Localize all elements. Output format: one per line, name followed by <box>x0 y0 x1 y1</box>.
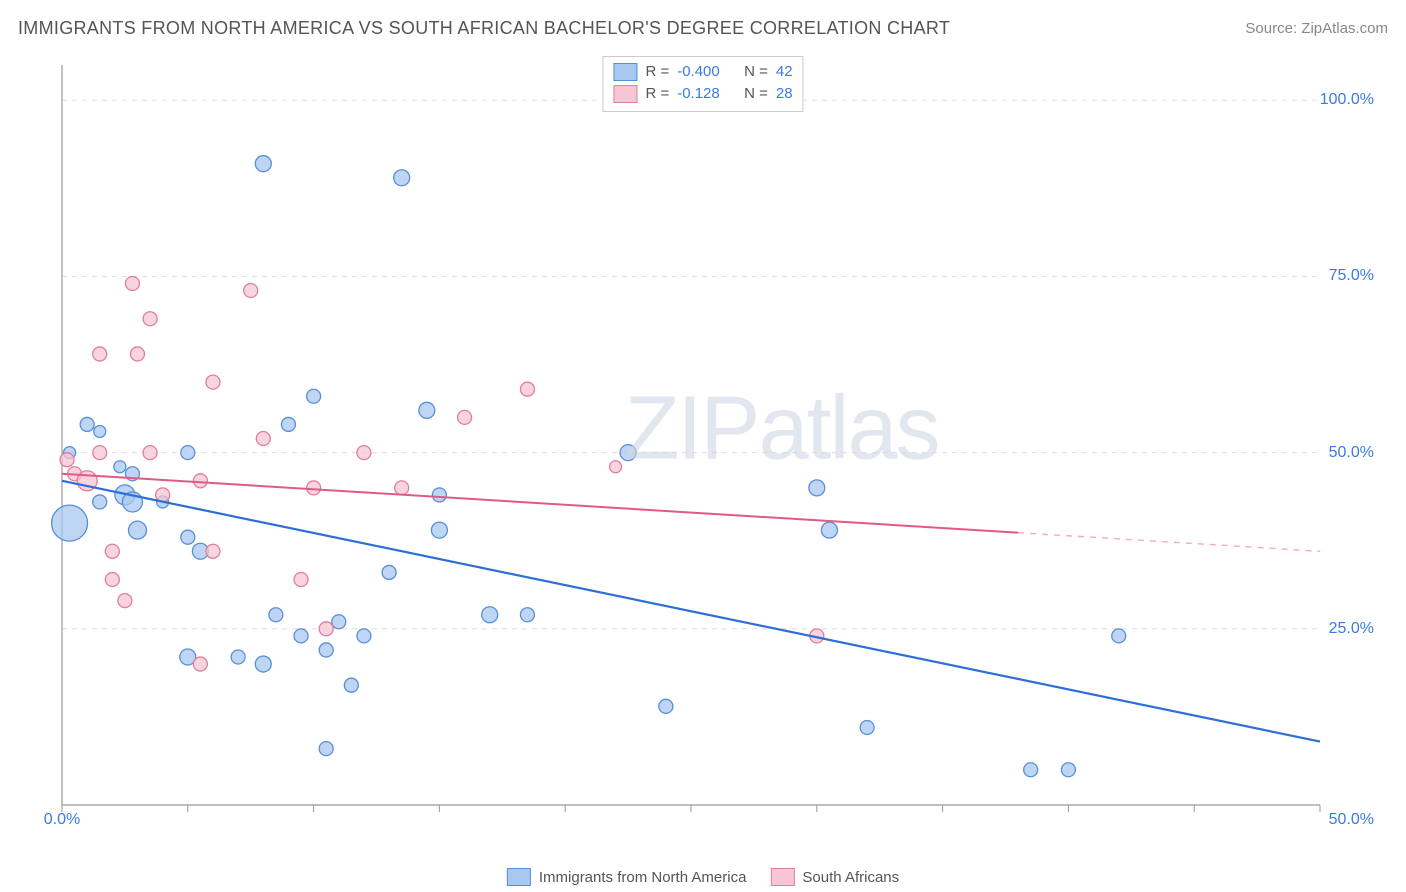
legend-bottom-swatch-na <box>507 868 531 886</box>
n-label-na: N = <box>744 61 768 83</box>
n-value-na: 42 <box>776 61 793 83</box>
legend-top-row-1: R = -0.128 N = 28 <box>613 83 792 105</box>
scatter-plot: ZIPatlas 25.0%50.0%75.0%100.0% 0.0% 50.0… <box>50 55 1380 835</box>
y-tick-label: 25.0% <box>1329 620 1374 638</box>
title-bar: IMMIGRANTS FROM NORTH AMERICA VS SOUTH A… <box>18 18 1388 39</box>
legend-bottom-label-na: Immigrants from North America <box>539 869 747 886</box>
watermark-part2: atlas <box>758 379 938 479</box>
watermark: ZIPatlas <box>624 378 938 481</box>
x-max-label: 50.0% <box>1329 811 1374 829</box>
r-label-sa: R = <box>645 83 669 105</box>
legend-top: R = -0.400 N = 42 R = -0.128 N = 28 <box>602 56 803 112</box>
source-label: Source: <box>1245 20 1301 37</box>
y-tick-label: 50.0% <box>1329 444 1374 462</box>
source-value: ZipAtlas.com <box>1301 20 1388 37</box>
n-label-sa: N = <box>744 83 768 105</box>
legend-swatch-na <box>613 63 637 81</box>
legend-top-row-0: R = -0.400 N = 42 <box>613 61 792 83</box>
chart-title: IMMIGRANTS FROM NORTH AMERICA VS SOUTH A… <box>18 18 950 39</box>
legend-bottom-item-1: South Africans <box>770 868 899 886</box>
legend-bottom: Immigrants from North America South Afri… <box>507 868 899 886</box>
r-value-na: -0.400 <box>677 61 720 83</box>
legend-bottom-item-0: Immigrants from North America <box>507 868 747 886</box>
x-min-label: 0.0% <box>44 811 80 829</box>
legend-swatch-sa <box>613 85 637 103</box>
n-value-sa: 28 <box>776 83 793 105</box>
source-attribution: Source: ZipAtlas.com <box>1245 20 1388 37</box>
watermark-part1: ZIP <box>624 379 758 479</box>
r-value-sa: -0.128 <box>677 83 720 105</box>
r-label-na: R = <box>645 61 669 83</box>
legend-bottom-swatch-sa <box>770 868 794 886</box>
legend-bottom-label-sa: South Africans <box>802 869 899 886</box>
y-tick-label: 75.0% <box>1329 267 1374 285</box>
y-tick-label: 100.0% <box>1320 91 1374 109</box>
